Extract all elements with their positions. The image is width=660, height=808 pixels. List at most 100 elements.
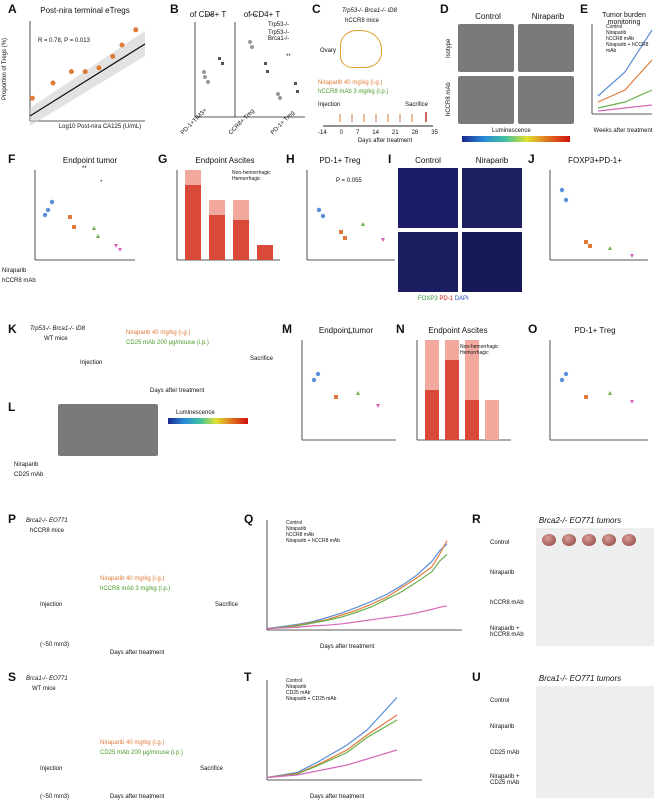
panel-m-chart (301, 340, 396, 441)
panel-f-sig-2: * (100, 180, 103, 186)
panel-label-n: N (396, 322, 405, 336)
panel-a-title: Post-nira terminal eTregs (40, 6, 130, 15)
panel-k-injection: Injection (80, 360, 103, 366)
series-line (266, 540, 448, 630)
tick: 7 (355, 130, 360, 136)
panel-c-mice2: hCCR8 mice (345, 18, 380, 24)
panel-label-j: J (528, 152, 535, 166)
bioluminescence-image (58, 404, 158, 456)
panel-k-xlabel: Days after treatment (150, 388, 205, 394)
panel-label-q: Q (244, 512, 254, 526)
panel-e-legend: Control Niraparib hCCR8 mAb Niraparib + … (606, 24, 660, 54)
scatter-point (133, 27, 139, 33)
legend-item: hCCR8 mAb (286, 532, 315, 538)
panel-s-drug1: Niraparib 40 mg/kg (i.g.) (100, 740, 165, 746)
panel-u-row4: Niraparib + CD25 mAb (490, 774, 520, 786)
tumor-photo (536, 528, 654, 646)
panel-label-e: E (580, 2, 589, 16)
panel-label-c: C (312, 2, 321, 16)
panel-s-xlabel: Days after treatment (110, 794, 165, 800)
panel-q-xlabel: Days after treatment (320, 644, 375, 650)
panel-label-p: P (8, 512, 17, 526)
panel-p-sacrifice: Sacrifice (215, 602, 239, 608)
panel-p-mice: Brca2-/- EO771 (26, 518, 68, 524)
panel-b-title-right: of CD4+ T (243, 10, 281, 19)
panel-e-chart (591, 24, 653, 115)
panel-g-chart (176, 170, 280, 261)
series-line (266, 719, 398, 779)
panel-n-legend: Non-hemorrhagic Hemorrhagic (460, 344, 499, 356)
panel-k-sacrifice: Sacrifice (250, 356, 274, 362)
panel-s-mice: Brca1-/- EO771 (26, 676, 68, 682)
tick: 35 (431, 130, 438, 136)
series-line (597, 104, 653, 112)
panel-m-title: Endpoint tumor (318, 326, 374, 335)
panel-a-stat: R = 0.78, P = 0.013 (38, 38, 90, 44)
scatter-point (96, 65, 102, 71)
panel-a-xlabel: Log10 Post-nira CA125 (U/mL) (58, 124, 142, 130)
panel-d-col2: Niraparib (531, 12, 565, 21)
legend-item: Control (286, 678, 303, 684)
tumor-photo (536, 686, 654, 798)
panel-p-mice2: hCCR8 mice (30, 528, 65, 534)
panel-j-title: FOXP3+PD-1+ (568, 156, 622, 165)
panel-s-sacrifice: Sacrifice (200, 766, 224, 772)
panel-r-row3: hCCR8 mAb (490, 600, 524, 606)
panel-label-l: L (8, 400, 16, 414)
legend-item: Niraparib + CD25 mAb (286, 696, 337, 702)
tumor (582, 534, 596, 546)
panel-p-xlabel: Days after treatment (110, 650, 165, 656)
panel-k-mice: Trp53-/- Brca1-/- ID8 (30, 326, 85, 332)
tumor (622, 534, 636, 546)
panel-d-col1: Control (475, 12, 501, 21)
panel-n-chart (416, 340, 511, 441)
legend-item: Control (286, 520, 303, 526)
panel-f-title: Endpoint tumor (62, 156, 118, 165)
panel-c-drug2: hCCR8 mAb 3 mg/kg (i.p.) (318, 89, 389, 95)
legend-item: FOXP3 (418, 296, 438, 302)
panel-f-row1: Niraparib (2, 268, 27, 274)
immunofluorescence-image (398, 232, 458, 292)
panel-i-col1: Control (415, 156, 441, 165)
legend-item: Hemorrhagic (460, 350, 489, 356)
bioluminescence-image (458, 76, 514, 124)
panel-p-note: (~50 mm3) (40, 642, 70, 648)
panel-h-chart (306, 170, 395, 261)
panel-c-timeline (323, 112, 433, 127)
bioluminescence-image (458, 24, 514, 72)
panel-f-chart (34, 170, 135, 261)
panel-c-sacrifice: Sacrifice (405, 102, 429, 108)
legend-item: Niraparib + hCCR8 mAb (286, 538, 341, 544)
panel-b-sig-1: *** (206, 14, 214, 20)
scatter-point (29, 95, 35, 101)
panel-b-sig-3: ** (286, 54, 291, 60)
series-line (266, 543, 448, 630)
legend-item: Non-hemorrhagic (460, 344, 499, 350)
panel-b-chart (194, 22, 305, 118)
panel-i-legend: FOXP3 PD-1 DAPI (418, 296, 469, 302)
panel-label-k: K (8, 322, 17, 336)
panel-label-o: O (528, 322, 538, 336)
series-line (266, 553, 448, 630)
panel-a-chart (29, 21, 146, 126)
legend-item: hCCR8 mAb (606, 36, 635, 42)
panel-label-u: U (472, 670, 481, 684)
panel-r-row1: Control (490, 540, 510, 546)
panel-s-note: (~50 mm3) (40, 794, 70, 800)
panel-label-i: I (388, 152, 392, 166)
bioluminescence-image (518, 24, 574, 72)
legend-item: Control (606, 24, 623, 30)
legend-item: Niraparib (606, 30, 627, 36)
legend-item: Niraparib (286, 684, 307, 690)
panel-label-r: R (472, 512, 481, 526)
luminescence-scale (462, 136, 570, 142)
tick: 28 (411, 130, 419, 136)
scatter-point (82, 69, 88, 75)
series-line (597, 29, 653, 97)
panel-s-injection: Injection (40, 766, 63, 772)
tumor (602, 534, 616, 546)
panel-h-title: PD-1+ Treg (319, 156, 361, 165)
series-line (597, 89, 653, 109)
tumor (562, 534, 576, 546)
panel-t-legend: Control Niraparib CD25 mAb Niraparib + C… (286, 678, 336, 702)
